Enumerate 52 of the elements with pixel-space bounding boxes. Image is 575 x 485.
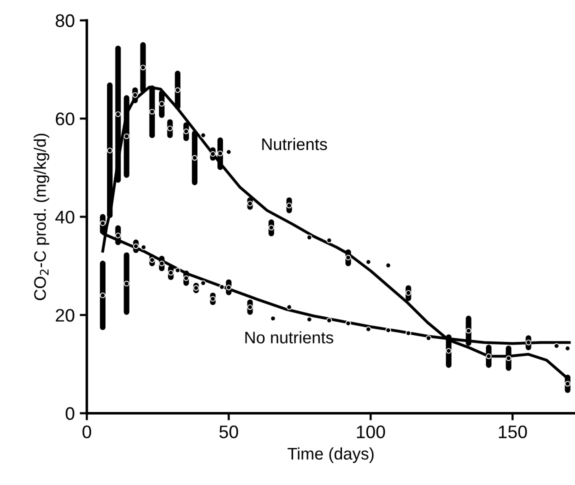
point bbox=[167, 126, 173, 132]
point bbox=[115, 232, 121, 238]
point bbox=[183, 275, 189, 282]
point bbox=[192, 155, 198, 161]
point bbox=[168, 270, 174, 276]
x-tick-label: 100 bbox=[356, 426, 386, 438]
point bbox=[158, 260, 165, 266]
point bbox=[426, 335, 432, 341]
point bbox=[247, 304, 253, 310]
point bbox=[217, 150, 224, 156]
x-tick-label: 0 bbox=[82, 426, 92, 438]
y-tick-label: 40 bbox=[55, 210, 74, 224]
point bbox=[132, 92, 138, 98]
point bbox=[210, 151, 216, 157]
point bbox=[406, 290, 412, 296]
point bbox=[133, 243, 139, 250]
point bbox=[100, 220, 106, 226]
point bbox=[446, 348, 452, 354]
series-label: No nutrients bbox=[245, 331, 334, 344]
point bbox=[106, 148, 113, 154]
y-axis-title: CO$_{2}$-C prod. (mg/kg/d) bbox=[34, 134, 50, 300]
y-tick-label: 80 bbox=[56, 14, 74, 28]
point bbox=[183, 128, 189, 134]
text: Nutrients bbox=[262, 138, 328, 150]
point bbox=[286, 202, 292, 208]
x-axis-title: Time (days) bbox=[288, 447, 374, 463]
point bbox=[226, 284, 232, 290]
point bbox=[149, 257, 155, 263]
point bbox=[210, 296, 216, 302]
point bbox=[100, 292, 106, 298]
point bbox=[140, 64, 146, 70]
x-tick-label: 150 bbox=[498, 426, 527, 438]
point bbox=[247, 200, 253, 206]
point bbox=[115, 111, 121, 117]
point bbox=[406, 330, 412, 336]
point bbox=[268, 224, 274, 230]
point bbox=[466, 328, 472, 334]
y-tick-label: 0 bbox=[66, 407, 74, 420]
point bbox=[124, 133, 130, 140]
point bbox=[506, 355, 512, 362]
point bbox=[174, 87, 180, 93]
x-tick-label: 50 bbox=[219, 426, 238, 438]
y-tick-label: 60 bbox=[56, 112, 74, 126]
point bbox=[345, 254, 352, 260]
point bbox=[486, 353, 492, 360]
point bbox=[193, 285, 199, 291]
point bbox=[124, 280, 130, 286]
point bbox=[158, 101, 165, 107]
point bbox=[526, 340, 532, 346]
y-tick-label: 20 bbox=[56, 308, 74, 322]
point bbox=[564, 380, 570, 387]
point bbox=[149, 108, 155, 115]
